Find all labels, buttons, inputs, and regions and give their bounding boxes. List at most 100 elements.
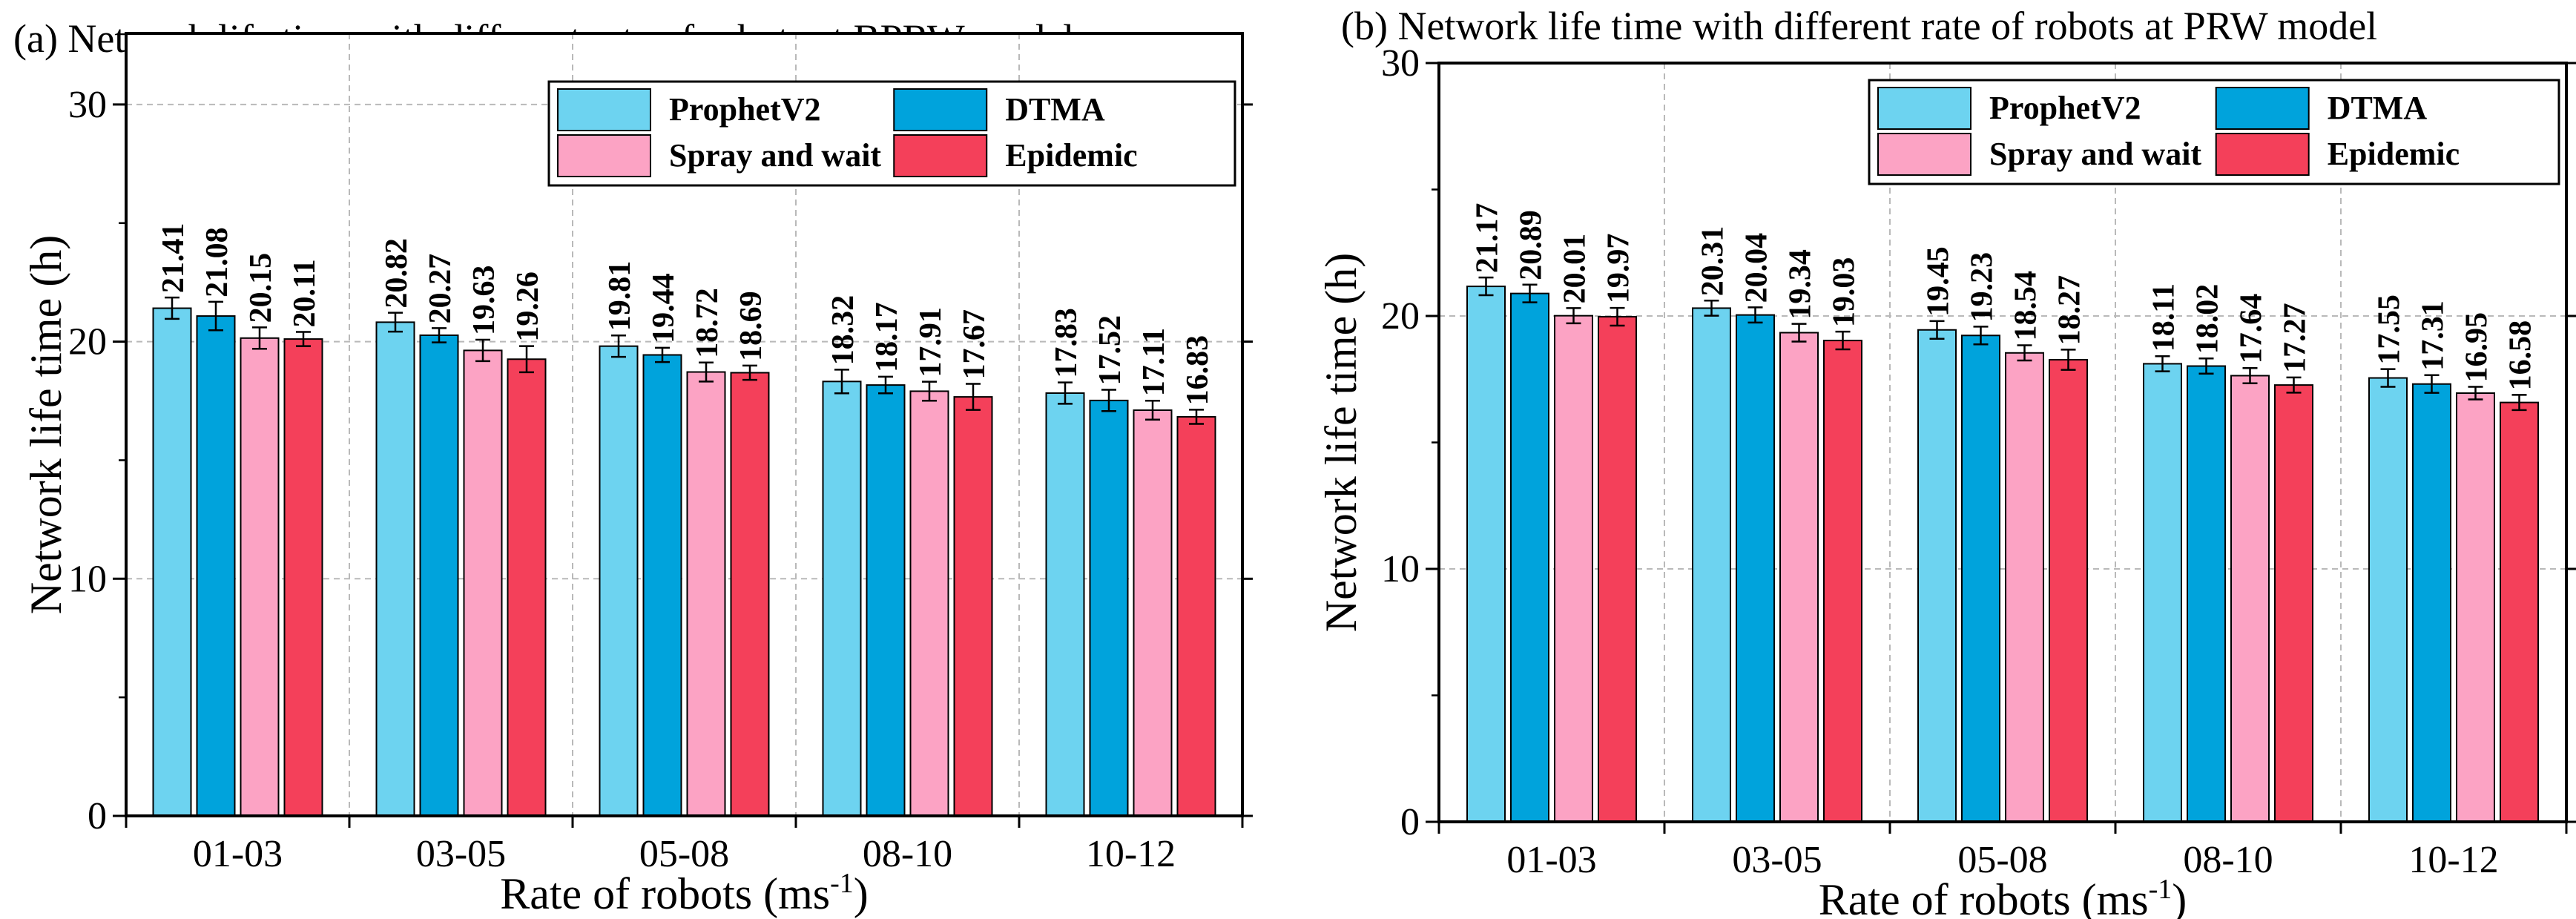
bar-spray-and-wait [1554, 314, 1593, 823]
chart-panel-a: (a) Network life time with different rat… [13, 16, 1253, 918]
bar-spray-and-wait [2456, 392, 2495, 823]
value-label: 18.02 [2191, 284, 2225, 355]
legend-swatch-prophetv2 [1877, 87, 1971, 130]
x-axis-title-suffix: ) [2172, 875, 2187, 919]
value-label: 21.08 [200, 227, 234, 297]
bar-epidemic [507, 358, 547, 817]
value-label: 19.23 [1966, 252, 2000, 323]
legend-label: Epidemic [1005, 137, 1137, 174]
bar-dtma [642, 354, 682, 817]
bar-prophetv2 [2368, 377, 2408, 823]
value-label: 20.82 [380, 238, 414, 309]
chart-panel-b: (b) Network life time with different rat… [1317, 4, 2576, 919]
chart-title: (b) Network life time with different rat… [1341, 4, 2377, 48]
bar-dtma [1736, 314, 1775, 823]
value-label: 18.72 [691, 288, 725, 358]
bar-epidemic [283, 338, 323, 817]
bar-spray-and-wait [463, 349, 503, 817]
bar-spray-and-wait [1779, 332, 1819, 823]
legend-label: Epidemic [2328, 136, 2460, 172]
bar-prophetv2 [2143, 363, 2182, 823]
bar-epidemic [2049, 358, 2088, 823]
value-label: 19.03 [1828, 257, 1862, 328]
value-label: 18.17 [870, 302, 904, 372]
legend-swatch-dtma [2215, 87, 2310, 130]
legend-label: ProphetV2 [669, 91, 821, 128]
value-label: 17.11 [1137, 328, 1171, 396]
y-tick-label: 0 [88, 795, 107, 837]
x-tick-label: 01-03 [1506, 839, 1596, 881]
value-label: 19.34 [1784, 249, 1818, 320]
legend-swatch-epidemic [893, 134, 988, 177]
value-label: 19.81 [603, 261, 637, 332]
bar-dtma [2412, 383, 2451, 823]
bar-epidemic [953, 396, 993, 817]
value-label: 21.41 [157, 223, 191, 294]
x-tick-label: 10-12 [1086, 833, 1176, 875]
y-tick-label: 30 [1381, 42, 1420, 85]
bar-epidemic [2274, 384, 2313, 823]
bar-epidemic [2500, 401, 2539, 823]
bar-prophetv2 [1045, 392, 1085, 817]
y-axis-title: Network life time (h) [22, 235, 70, 615]
x-tick-label: 03-05 [1732, 839, 1822, 881]
legend-swatch-epidemic [2215, 133, 2310, 176]
legend-box [1868, 79, 2560, 185]
x-tick-label: 10-12 [2408, 839, 2498, 881]
bar-dtma [2187, 365, 2226, 823]
value-label: 17.67 [958, 309, 992, 380]
value-label: 20.04 [1740, 233, 1774, 303]
bar-dtma [1510, 292, 1549, 823]
legend-label: Spray and wait [669, 137, 881, 174]
legend-label: Spray and wait [1989, 136, 2201, 172]
value-label: 19.63 [467, 266, 501, 336]
value-label: 20.31 [1696, 226, 1730, 297]
x-axis-title: Rate of robots (ms-1) [500, 868, 869, 918]
x-tick-label: 05-08 [639, 833, 729, 875]
x-axis-title-superscript: -1 [2149, 874, 2173, 905]
value-label: 20.27 [424, 254, 458, 324]
bar-dtma [419, 334, 459, 817]
bar-prophetv2 [152, 307, 192, 817]
x-tick-label: 05-08 [1957, 839, 2047, 881]
bar-epidemic [1176, 415, 1216, 817]
legend-label: ProphetV2 [1989, 90, 2141, 126]
bar-spray-and-wait [2005, 352, 2044, 823]
value-label: 17.27 [2279, 303, 2313, 373]
x-axis-title-superscript: -1 [830, 868, 854, 899]
value-label: 19.26 [511, 271, 545, 342]
x-axis-title-main: Rate of robots (ms [500, 869, 830, 918]
y-axis-title: Network life time (h) [1317, 253, 1366, 633]
value-label: 18.27 [2053, 275, 2087, 346]
bar-prophetv2 [822, 381, 862, 817]
value-label: 17.52 [1093, 315, 1127, 386]
value-label: 19.97 [1602, 234, 1636, 304]
x-axis-title-suffix: ) [854, 869, 869, 918]
legend-label: DTMA [2328, 90, 2428, 126]
value-label: 18.54 [2009, 271, 2043, 341]
bar-dtma [1089, 399, 1129, 817]
legend-label: DTMA [1005, 91, 1105, 128]
legend-swatch-prophetv2 [557, 88, 651, 131]
bar-dtma [196, 315, 236, 817]
bar-epidemic [1823, 340, 1862, 823]
x-tick-label: 08-10 [863, 833, 952, 875]
value-label: 16.95 [2460, 312, 2494, 383]
legend-swatch-dtma [893, 88, 988, 131]
y-tick-label: 10 [68, 558, 107, 600]
value-label: 20.15 [244, 253, 278, 323]
x-tick-label: 01-03 [193, 833, 283, 875]
bar-prophetv2 [375, 321, 415, 817]
value-label: 17.31 [2417, 300, 2451, 371]
y-tick-label: 30 [68, 84, 107, 126]
bar-dtma [1961, 335, 2000, 823]
legend-swatch-spray-and-wait [1877, 133, 1971, 176]
bar-epidemic [1598, 316, 1637, 823]
bar-prophetv2 [1917, 329, 1957, 823]
value-label: 17.83 [1050, 308, 1084, 378]
y-tick-label: 20 [68, 321, 107, 363]
bar-spray-and-wait [686, 371, 726, 817]
bar-prophetv2 [1466, 286, 1506, 823]
value-label: 17.64 [2235, 294, 2269, 364]
x-tick-label: 08-10 [2183, 839, 2273, 881]
